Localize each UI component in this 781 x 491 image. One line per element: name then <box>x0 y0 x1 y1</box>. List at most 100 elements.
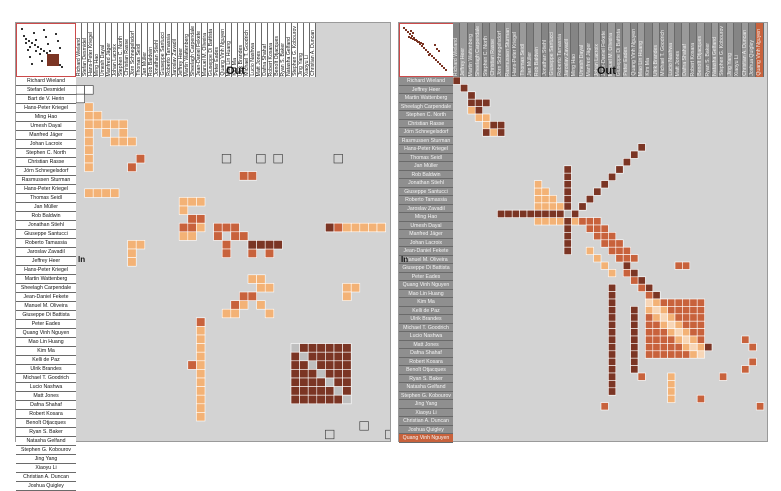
matrix-cell[interactable] <box>342 222 352 233</box>
row-header[interactable]: Natasha Gelfand <box>16 437 76 446</box>
matrix-cell[interactable] <box>474 113 483 122</box>
column-header[interactable]: Benoît Otjacques <box>274 23 280 77</box>
matrix-cell[interactable] <box>600 239 609 248</box>
row-header[interactable]: Jörn Schnegelsdorf <box>399 128 453 137</box>
matrix-cell[interactable] <box>316 386 326 396</box>
matrix-cell[interactable] <box>541 202 550 211</box>
row-header[interactable]: Robert Kosara <box>399 357 453 366</box>
matrix-cell[interactable] <box>264 283 275 293</box>
row-header[interactable]: Thomas Seidl <box>16 194 76 203</box>
matrix-cell[interactable] <box>453 77 461 85</box>
matrix-cell[interactable] <box>178 231 189 241</box>
matrix-cell[interactable] <box>652 328 661 337</box>
row-header[interactable]: Sheelagh Carpendale <box>16 284 76 293</box>
matrix-cell[interactable] <box>489 128 498 137</box>
matrix-cell[interactable] <box>608 320 617 329</box>
matrix-cell[interactable] <box>333 394 343 405</box>
column-header[interactable]: Thomas Seidl <box>136 23 142 77</box>
matrix-cell[interactable] <box>682 298 691 307</box>
matrix-cell[interactable] <box>482 98 491 107</box>
matrix-cell[interactable] <box>682 320 691 329</box>
column-header[interactable]: Richard Wieland <box>453 23 461 77</box>
column-header[interactable]: Martin Wattenberg <box>184 23 190 77</box>
matrix-cell[interactable] <box>307 394 318 405</box>
row-header[interactable]: Lucio Nashwa <box>16 383 76 392</box>
column-header[interactable]: Ulrik Brandes <box>652 23 661 77</box>
column-header[interactable]: Xiaoyu Li <box>304 23 310 77</box>
matrix-cell[interactable] <box>474 106 483 115</box>
column-header[interactable]: Stephen C. North <box>482 23 490 77</box>
matrix-cell[interactable] <box>563 195 572 204</box>
matrix-cell[interactable] <box>630 357 639 366</box>
matrix-cell[interactable] <box>196 412 206 422</box>
column-header[interactable]: Giuseppe Di Battista <box>208 23 214 77</box>
matrix-cell[interactable] <box>307 360 318 370</box>
matrix-cell[interactable] <box>563 246 572 255</box>
matrix-cell[interactable] <box>196 214 206 224</box>
matrix-cell[interactable] <box>342 360 352 370</box>
matrix-cell[interactable] <box>645 335 654 344</box>
matrix-cell[interactable] <box>333 377 343 387</box>
matrix-cell[interactable] <box>652 350 661 359</box>
matrix-cell[interactable] <box>76 85 85 95</box>
row-header[interactable]: Jing Yang <box>16 455 76 464</box>
column-header[interactable]: Mao Lin Huang <box>638 23 646 77</box>
row-header[interactable]: Giuseppe Di Battista <box>16 311 76 320</box>
row-header[interactable]: Stefan Desmidel <box>16 86 76 95</box>
row-header[interactable]: Dafna Shahaf <box>16 401 76 410</box>
matrix-cell[interactable] <box>667 335 676 344</box>
matrix-cell[interactable] <box>652 291 661 300</box>
matrix-cell[interactable] <box>110 119 120 129</box>
matrix-cell[interactable] <box>608 298 617 307</box>
matrix-cell[interactable] <box>748 343 757 352</box>
matrix-cell[interactable] <box>239 231 249 241</box>
matrix-cell-outline[interactable] <box>333 154 343 164</box>
row-header[interactable]: Kim Ma <box>399 298 453 307</box>
matrix-cell[interactable] <box>333 343 343 353</box>
column-header[interactable]: Hans-Peter Kriegel <box>88 23 94 77</box>
matrix-cell[interactable] <box>196 326 206 336</box>
matrix-cell[interactable] <box>541 195 550 204</box>
column-header[interactable]: Robert Kosara <box>268 23 274 77</box>
matrix-cell[interactable] <box>659 335 668 344</box>
matrix-cell[interactable] <box>674 320 683 329</box>
matrix-cell[interactable] <box>622 261 631 270</box>
matrix-cell[interactable] <box>667 394 676 403</box>
matrix-cell[interactable] <box>196 351 206 362</box>
row-header[interactable]: Quang Vinh Nguyen <box>16 329 76 338</box>
matrix-cell[interactable] <box>497 121 506 130</box>
column-header[interactable]: Jonathan Stiehl <box>541 23 550 77</box>
matrix-cell[interactable] <box>460 84 469 93</box>
column-header[interactable]: Rob Baldwin <box>534 23 542 77</box>
matrix-cell[interactable] <box>92 188 103 198</box>
matrix-cell[interactable] <box>325 343 335 353</box>
row-header[interactable]: Matt Jones <box>16 392 76 401</box>
row-header[interactable]: Hans-Peter Kriegel <box>16 104 76 113</box>
matrix-cell[interactable] <box>608 350 617 359</box>
matrix-cell[interactable] <box>92 111 103 121</box>
matrix-cell[interactable] <box>342 369 352 379</box>
matrix-cell[interactable] <box>630 365 639 374</box>
row-header[interactable]: Jonathan Stiehl <box>16 221 76 230</box>
matrix-cell[interactable] <box>221 222 232 233</box>
matrix-cell[interactable] <box>608 365 617 374</box>
matrix-cell[interactable] <box>689 350 698 359</box>
matrix-cell[interactable] <box>571 217 580 226</box>
matrix-cell[interactable] <box>256 283 266 293</box>
column-header[interactable]: Jan Müller <box>142 23 148 77</box>
matrix-cell[interactable] <box>342 351 352 362</box>
matrix-cell[interactable] <box>585 217 594 226</box>
column-header[interactable]: Christian A. Duncan <box>741 23 749 77</box>
matrix-cell[interactable] <box>563 202 572 211</box>
matrix-cell[interactable] <box>652 320 661 329</box>
matrix-cell[interactable] <box>118 119 128 129</box>
matrix-cell[interactable] <box>135 240 146 250</box>
matrix-cell[interactable] <box>290 343 300 353</box>
matrix-cell[interactable] <box>264 308 275 319</box>
matrix-cell[interactable] <box>325 351 335 362</box>
matrix-cell[interactable] <box>548 195 557 204</box>
matrix-cell[interactable] <box>307 343 318 353</box>
matrix-cell[interactable] <box>256 300 266 310</box>
row-header[interactable]: Jing Yang <box>399 400 453 409</box>
matrix-cell-outline[interactable] <box>385 429 390 440</box>
